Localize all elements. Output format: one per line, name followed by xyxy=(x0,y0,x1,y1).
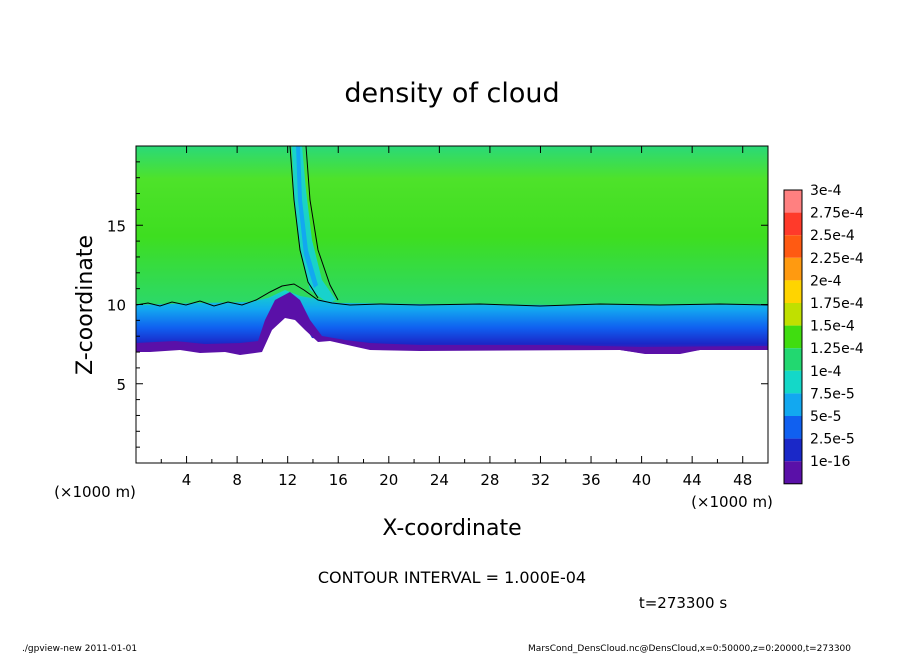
colorbar-label: 1.25e-4 xyxy=(810,341,864,357)
colorbar-swatch xyxy=(784,235,802,258)
x-tick-label: 36 xyxy=(581,471,600,489)
colorbar-swatch xyxy=(784,190,802,213)
plot-area xyxy=(136,146,768,355)
colorbar-swatch xyxy=(784,280,802,303)
colorbar-swatch xyxy=(784,348,802,371)
x-axis-label: X-coordinate xyxy=(382,516,521,541)
x-tick-label: 4 xyxy=(182,471,192,489)
colorbar-label: 2e-4 xyxy=(810,273,842,289)
y-axis-label: Z-coordinate xyxy=(73,235,98,375)
colorbar-swatch xyxy=(784,416,802,439)
colorbar-label: 2.75e-4 xyxy=(810,206,864,222)
colorbar-label: 1.5e-4 xyxy=(810,319,855,335)
x-ticks: 4 8 12 16 20 24 28 32 36 40 44 48 xyxy=(160,146,752,489)
x-tick-label: 32 xyxy=(531,471,550,489)
chart-title: density of cloud xyxy=(344,78,559,109)
cloud-field xyxy=(136,146,768,311)
colorbar-label: 3e-4 xyxy=(810,183,842,199)
colorbar-frame xyxy=(783,189,803,485)
x-tick-label: 8 xyxy=(232,471,242,489)
colorbar-label: 5e-5 xyxy=(810,409,841,425)
colorbar-label: 2.5e-5 xyxy=(810,432,855,448)
colorbar-label: 2.5e-4 xyxy=(810,228,855,244)
footer-left: ./gpview-new 2011-01-01 xyxy=(22,644,137,654)
colorbar-swatch xyxy=(784,370,802,394)
colorbar-label: 2.25e-4 xyxy=(810,251,864,267)
colorbar-label: 7.5e-5 xyxy=(810,386,855,402)
y-tick-label: 5 xyxy=(116,376,126,394)
x-tick-label: 40 xyxy=(632,471,651,489)
colorbar: 3e-4 2.75e-4 2.5e-4 2.25e-4 2e-4 1.75e-4 1.5e-… xyxy=(783,183,864,485)
plume xyxy=(292,146,336,303)
time-label: t=273300 s xyxy=(639,594,727,612)
colorbar-swatch xyxy=(784,257,802,281)
colorbar-swatch xyxy=(784,212,802,236)
plume-contour xyxy=(289,146,339,301)
colorbar-swatch xyxy=(784,325,802,349)
x-tick-label: 12 xyxy=(278,471,297,489)
x-tick-label: 48 xyxy=(733,471,752,489)
y-tick-label: 15 xyxy=(107,217,126,235)
colorbar-label: 1e-16 xyxy=(810,454,850,470)
plume-core xyxy=(296,146,318,288)
contour-interval: CONTOUR INTERVAL = 1.000E-04 xyxy=(318,568,586,587)
cloud-base-layer xyxy=(136,292,768,355)
footer-right: MarsCond_DensCloud.nc@DensCloud,x=0:5000… xyxy=(528,644,851,654)
colorbar-swatch xyxy=(784,393,802,416)
x-tick-label: 16 xyxy=(329,471,348,489)
x-tick-label: 28 xyxy=(480,471,499,489)
x-tick-label: 20 xyxy=(379,471,398,489)
x-tick-label: 44 xyxy=(683,471,702,489)
x-unit-label: (×1000 m) xyxy=(691,493,773,511)
y-tick-label: 10 xyxy=(107,297,126,315)
colorbar-label: 1.75e-4 xyxy=(810,296,864,312)
colorbar-swatch xyxy=(784,303,802,326)
x-tick-label: 24 xyxy=(430,471,449,489)
y-ticks: 5 10 15 xyxy=(107,161,768,448)
colorbar-swatch xyxy=(784,461,802,484)
contour-line xyxy=(136,283,768,307)
colorbar-label: 1e-4 xyxy=(810,364,842,380)
colorbar-swatch xyxy=(784,438,802,462)
z-unit-label: (×1000 m) xyxy=(54,483,136,501)
